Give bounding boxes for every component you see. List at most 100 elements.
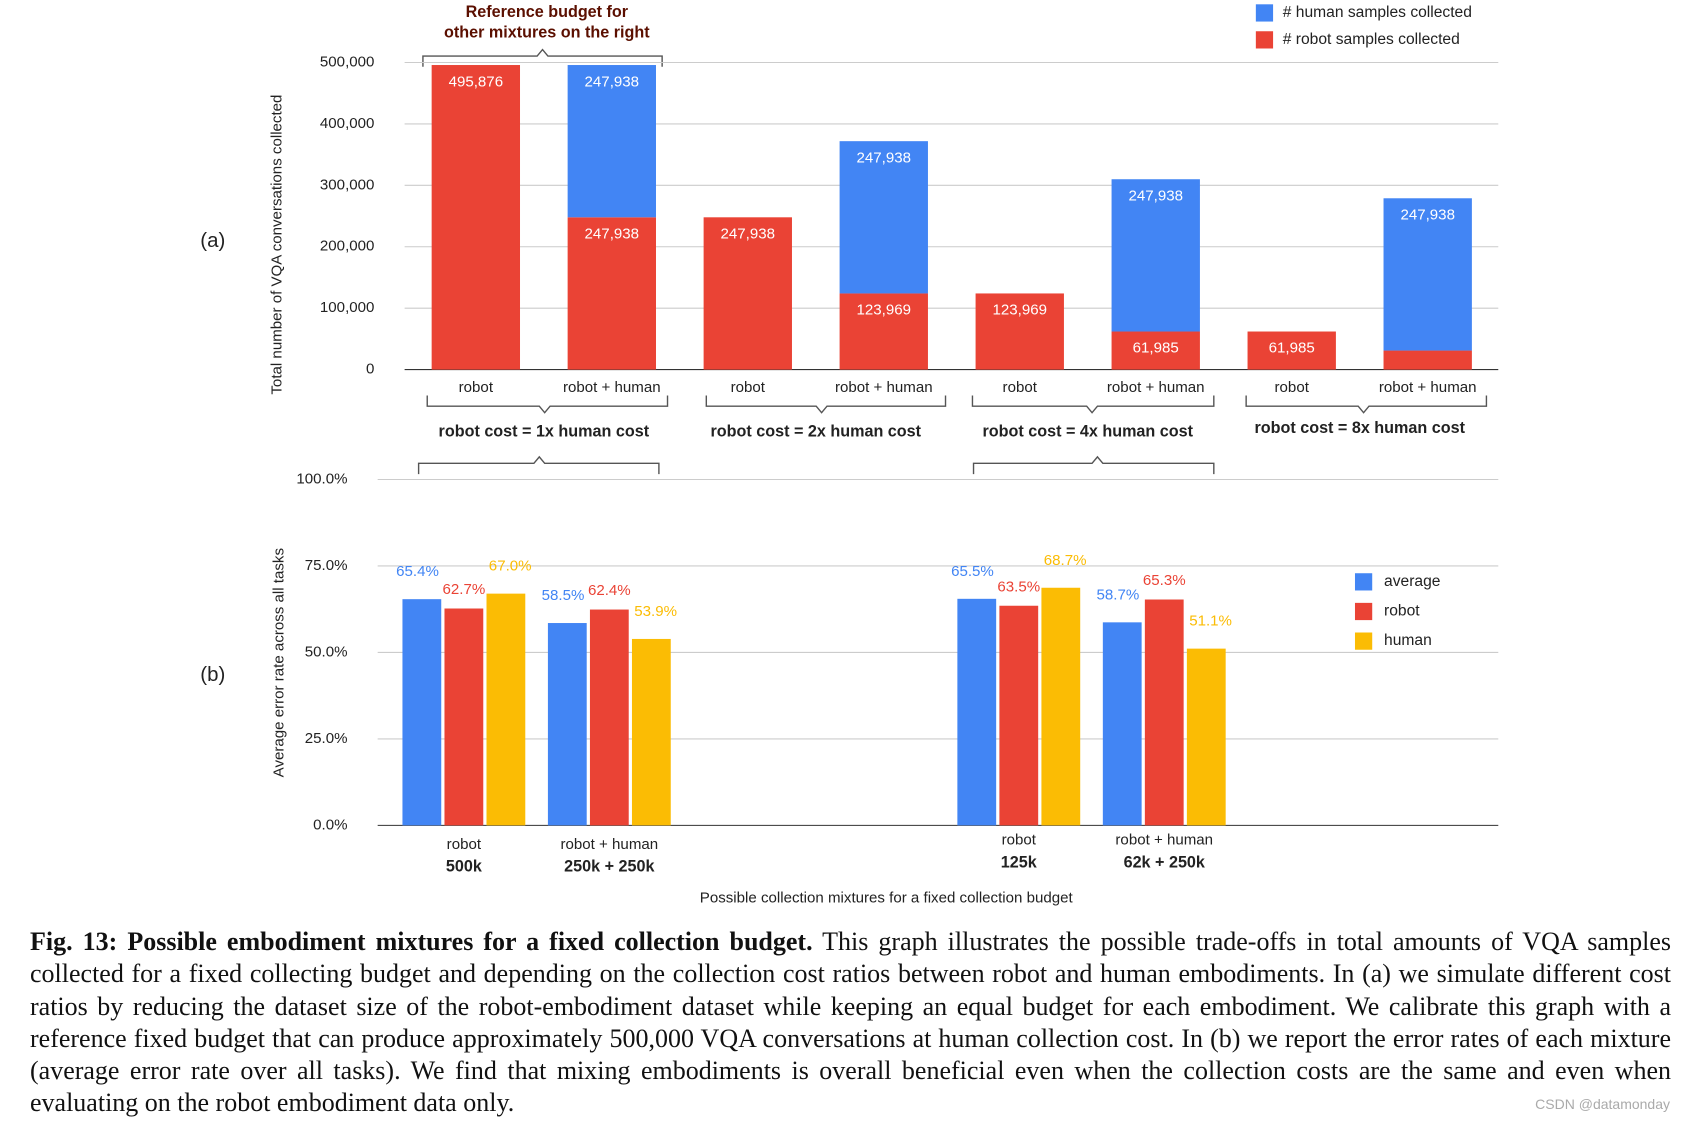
- brace: [971, 395, 1215, 414]
- bar: [999, 605, 1039, 826]
- legend-swatch: [1255, 4, 1274, 22]
- legend-swatch: [1354, 602, 1373, 621]
- legend-label: human: [1384, 632, 1432, 649]
- value-label: 247,938: [1128, 187, 1183, 204]
- bar: [1102, 622, 1142, 826]
- legend-label: # robot samples collected: [1283, 31, 1460, 48]
- y-tick-label: 300,000: [320, 176, 375, 193]
- value-label: 65.3%: [1143, 572, 1186, 589]
- value-label: 63.5%: [997, 578, 1040, 595]
- y-axis-label: Average error rate across all tasks: [271, 548, 288, 777]
- bar-segment: [567, 65, 656, 218]
- bar: [631, 638, 671, 826]
- y-tick-label: 200,000: [320, 238, 375, 255]
- brace: [426, 395, 669, 414]
- bar-segment: [839, 141, 928, 294]
- x-tick-label: robot: [1002, 831, 1037, 848]
- brace: [422, 48, 663, 67]
- x-tick-sublabel: 62k + 250k: [1124, 853, 1205, 871]
- bar: [402, 599, 442, 826]
- brace: [1245, 395, 1488, 414]
- y-tick-label: 100,000: [320, 299, 375, 316]
- value-label: 62.7%: [442, 581, 485, 598]
- bar: [547, 623, 587, 826]
- value-label: 123,969: [993, 302, 1048, 319]
- watermark: CSDN @datamonday: [1535, 1096, 1670, 1112]
- legend-label: robot: [1384, 603, 1420, 620]
- value-label: 247,938: [721, 226, 776, 243]
- value-label: 247,938: [585, 73, 640, 90]
- caption: Fig. 13: Possible embodiment mixtures fo…: [30, 926, 1671, 1120]
- bar: [1144, 599, 1184, 826]
- x-tick-label: robot: [459, 379, 494, 396]
- brace: [417, 455, 660, 475]
- x-tick-label: robot: [731, 379, 766, 396]
- y-tick-label: 50.0%: [305, 643, 348, 660]
- value-label: 247,938: [585, 226, 640, 243]
- x-tick-label: robot: [447, 836, 482, 853]
- legend-label: average: [1384, 573, 1440, 590]
- value-label: 61,985: [1133, 340, 1179, 357]
- value-label: 247,938: [1400, 206, 1455, 223]
- x-tick-label: robot + human: [563, 379, 661, 396]
- bar: [957, 598, 997, 826]
- x-tick-sublabel: 250k + 250k: [564, 858, 654, 876]
- x-tick-label: robot + human: [1379, 379, 1477, 396]
- brace: [705, 395, 947, 414]
- x-tick-label: robot + human: [835, 379, 933, 396]
- bar: [1186, 648, 1226, 826]
- x-axis-label: Possible collection mixtures for a fixed…: [700, 890, 1074, 907]
- value-label: 53.9%: [634, 603, 677, 620]
- group-label: robot cost = 1x human cost: [439, 422, 650, 440]
- value-label: 58.5%: [542, 587, 585, 604]
- bar-segment: [431, 65, 521, 370]
- x-tick-label: robot + human: [1115, 831, 1213, 848]
- caption-text: This graph illustrates the possible trad…: [30, 927, 1671, 1118]
- y-axis-label: Total number of VQA conversations collec…: [268, 95, 285, 395]
- group-label: robot cost = 8x human cost: [1254, 419, 1465, 437]
- value-label: 123,969: [857, 302, 912, 319]
- x-tick-label: robot + human: [1107, 379, 1205, 396]
- x-tick-label: robot: [1003, 379, 1038, 396]
- panel-label: (a): [200, 229, 225, 252]
- group-label: robot cost = 4x human cost: [982, 422, 1193, 440]
- x-tick-label: robot + human: [561, 836, 659, 853]
- value-label: 62.4%: [588, 582, 631, 599]
- bar-segment: [1111, 331, 1200, 370]
- braces: [417, 48, 1488, 475]
- bar: [1041, 587, 1081, 826]
- annotation: other mixtures on the right: [444, 24, 650, 42]
- bar: [444, 608, 484, 826]
- legend-swatch: [1354, 632, 1373, 650]
- y-tick-label: 25.0%: [305, 730, 348, 747]
- y-tick-label: 100.0%: [296, 470, 347, 487]
- y-tick-label: 0: [366, 361, 374, 378]
- y-tick-label: 500,000: [320, 53, 375, 70]
- bar-segment: [567, 217, 656, 370]
- y-tick-label: 400,000: [320, 115, 375, 132]
- bar: [589, 609, 629, 826]
- legend-swatch: [1354, 573, 1373, 591]
- panel-label: (b): [200, 663, 225, 686]
- group-label: robot cost = 2x human cost: [711, 422, 922, 440]
- x-tick-sublabel: 500k: [446, 858, 482, 876]
- value-label: 495,876: [449, 73, 504, 90]
- legend-label: # human samples collected: [1283, 4, 1472, 21]
- bar-segment: [703, 217, 792, 370]
- bar: [486, 593, 526, 826]
- legend-swatch: [1255, 31, 1274, 49]
- annotation: Reference budget for: [466, 3, 629, 21]
- value-label: 67.0%: [489, 558, 532, 575]
- bar-segment: [1383, 350, 1472, 370]
- bar-segment: [975, 293, 1064, 370]
- bar-segment: [1111, 179, 1200, 332]
- value-label: 58.7%: [1097, 586, 1140, 603]
- value-label: 65.4%: [396, 563, 439, 580]
- value-label: 51.1%: [1189, 613, 1232, 630]
- brace: [972, 455, 1215, 475]
- value-label: 65.5%: [951, 563, 994, 580]
- x-tick-label: robot: [1275, 379, 1310, 396]
- caption-bold: Fig. 13: Possible embodiment mixtures fo…: [30, 927, 813, 956]
